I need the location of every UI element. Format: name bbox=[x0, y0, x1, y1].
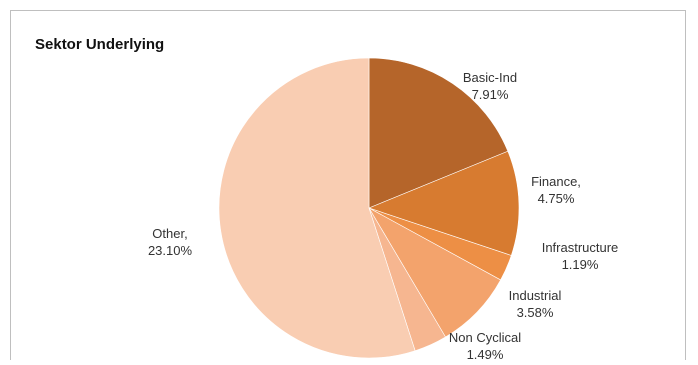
data-label-other: Other, 23.10% bbox=[148, 226, 193, 258]
data-label-finance: Finance, 4.75% bbox=[531, 174, 581, 206]
data-label-infrastructure: Infrastructure 1.19% bbox=[542, 240, 619, 272]
pie-slice-other bbox=[218, 57, 416, 359]
data-label-industrial: Industrial 3.58% bbox=[509, 288, 562, 320]
pie-slice-finance bbox=[368, 150, 520, 256]
pie-slice-basic-ind bbox=[368, 57, 509, 209]
pie-slices bbox=[218, 57, 520, 359]
pie-labels: Basic-Ind 7.91% Finance, 4.75% Infrastructur… bbox=[148, 70, 618, 362]
data-label-basic-ind: Basic-Ind 7.91% bbox=[463, 70, 517, 102]
data-label-non-cyclical: Non Cyclical 1.49% bbox=[449, 330, 521, 362]
chart-title: Sektor Underlying bbox=[35, 36, 165, 53]
